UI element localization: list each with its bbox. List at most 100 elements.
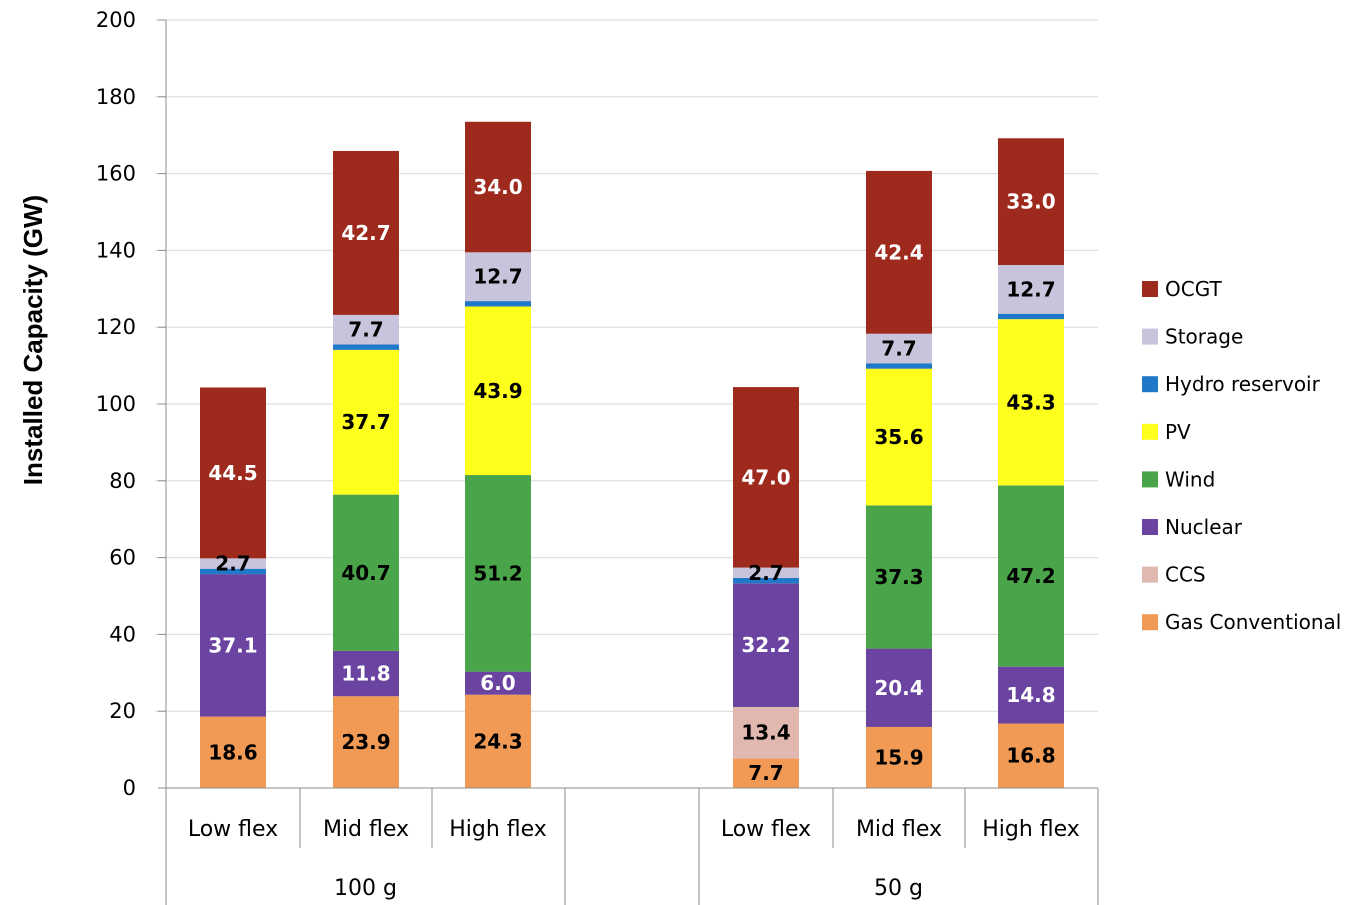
bar-segment-storage: [333, 314, 399, 345]
bar-segment-storage: [866, 333, 932, 364]
data-label: 23.9: [341, 730, 390, 754]
y-tick-label: 120: [96, 315, 136, 339]
data-label: 47.0: [741, 465, 790, 489]
y-tick-label: 180: [96, 85, 136, 109]
data-label: 37.7: [341, 410, 390, 434]
x-category-label: Low flex: [721, 817, 811, 842]
x-category-label: High flex: [982, 817, 1080, 842]
x-category-label: Mid flex: [856, 817, 942, 842]
bar-segment-ocgt: [200, 387, 266, 559]
data-label: 51.2: [473, 561, 522, 585]
bar-segment-ocgt: [465, 121, 531, 253]
legend-entry: Gas Conventional: [1165, 610, 1341, 634]
x-group-label: 50 g: [874, 876, 923, 901]
bar-segment-storage: [733, 567, 799, 578]
legend-swatch: [1142, 376, 1158, 393]
data-label: 33.0: [1006, 190, 1055, 214]
y-axis-ticks: 0 20 40 60 80 100 120 140 160 180 200: [96, 8, 136, 800]
data-label: 2.7: [748, 561, 783, 585]
y-tick-label: 160: [96, 162, 136, 186]
legend-entry: CCS: [1165, 563, 1206, 587]
bar-segment-storage: [998, 264, 1064, 314]
bar-segment-ocgt: [333, 150, 399, 315]
data-label: 37.3: [874, 565, 923, 589]
x-category-label: Low flex: [188, 817, 278, 842]
data-label: 32.2: [741, 633, 790, 657]
legend-swatch: [1142, 614, 1158, 631]
bar-segment-storage: [200, 558, 266, 569]
data-label: 24.3: [473, 729, 522, 753]
bar-segment-gas-conventional: [733, 758, 799, 788]
bar-segment-pv: [465, 306, 531, 476]
legend-entry: Nuclear: [1165, 515, 1243, 539]
bar-segment-hydro-reservoir: [998, 313, 1064, 320]
legend-swatch: [1142, 423, 1158, 440]
data-label: 12.7: [473, 265, 522, 289]
x-category-label: Mid flex: [323, 817, 409, 842]
y-tick-label: 200: [96, 8, 136, 32]
data-label: 11.8: [341, 662, 390, 686]
legend-entry: Wind: [1165, 467, 1215, 491]
bar-segment-nuclear: [333, 650, 399, 697]
legend-entry: OCGT: [1165, 277, 1222, 301]
legend: OCGT Storage Hydro reservoir PV Wind Nuclear C…: [1142, 277, 1341, 634]
bar-segment-nuclear: [998, 666, 1064, 724]
bar-segment-pv: [333, 349, 399, 495]
x-group-label: 100 g: [334, 876, 397, 901]
data-label: 42.4: [874, 240, 923, 264]
bar-segment-hydro-reservoir: [333, 344, 399, 350]
data-label: 13.4: [741, 721, 790, 745]
bars: [200, 121, 1064, 788]
bar-segment-gas-conventional: [200, 716, 266, 788]
data-label: 34.0: [473, 175, 522, 199]
data-label: 20.4: [874, 676, 923, 700]
bar-segment-pv: [866, 368, 932, 506]
data-label: 2.7: [215, 552, 250, 576]
bar-segment-pv: [998, 319, 1064, 486]
data-label: 6.0: [480, 671, 515, 695]
bar-segment-gas-conventional: [333, 696, 399, 788]
bar-segment-nuclear: [866, 648, 932, 727]
y-tick-label: 20: [109, 699, 136, 723]
legend-swatch: [1142, 281, 1158, 297]
bar-segment-ccs: [733, 706, 799, 759]
y-tick-label: 0: [123, 776, 136, 800]
bar-segment-nuclear: [465, 671, 531, 695]
bar-segment-hydro-reservoir: [465, 301, 531, 307]
data-label: 35.6: [874, 425, 923, 449]
bar-segment-wind: [465, 475, 531, 672]
data-label: 14.8: [1006, 683, 1055, 707]
y-tick-label: 40: [109, 622, 136, 646]
gridlines: [155, 19, 1098, 789]
data-label: 7.7: [348, 318, 383, 342]
data-label: 15.9: [874, 745, 923, 769]
data-label: 42.7: [341, 221, 390, 245]
data-label: 40.7: [341, 561, 390, 585]
bar-segment-nuclear: [733, 583, 799, 707]
data-label: 43.3: [1006, 390, 1055, 414]
bar-segment-ocgt: [733, 387, 799, 568]
data-label: 37.1: [208, 633, 257, 657]
bar-segment-hydro-reservoir: [200, 568, 266, 575]
legend-swatch: [1142, 566, 1158, 583]
bar-segment-storage: [465, 252, 531, 302]
x-category-label: High flex: [449, 817, 547, 842]
bar-segment-nuclear: [200, 574, 266, 717]
data-label: 7.7: [881, 337, 916, 361]
bar-segment-ocgt: [998, 138, 1064, 265]
y-tick-label: 60: [109, 546, 136, 570]
data-label: 18.6: [208, 740, 257, 764]
data-label: 7.7: [748, 761, 783, 785]
legend-swatch: [1142, 471, 1158, 488]
segment-labels: 18.6 23.9 24.3 7.7 15.9 16.8 13.4 37.1 11.8 6.0 32…: [208, 175, 1055, 785]
bar-segment-gas-conventional: [465, 694, 531, 788]
data-label: 12.7: [1006, 277, 1055, 301]
data-label: 16.8: [1006, 744, 1055, 768]
bar-segment-wind: [866, 505, 932, 649]
legend-swatch: [1142, 328, 1158, 345]
legend-entry: Storage: [1165, 325, 1243, 349]
legend-swatch: [1142, 519, 1158, 535]
data-label: 44.5: [208, 461, 257, 485]
bar-segment-ocgt: [866, 170, 932, 334]
bar-segment-hydro-reservoir: [866, 363, 932, 369]
